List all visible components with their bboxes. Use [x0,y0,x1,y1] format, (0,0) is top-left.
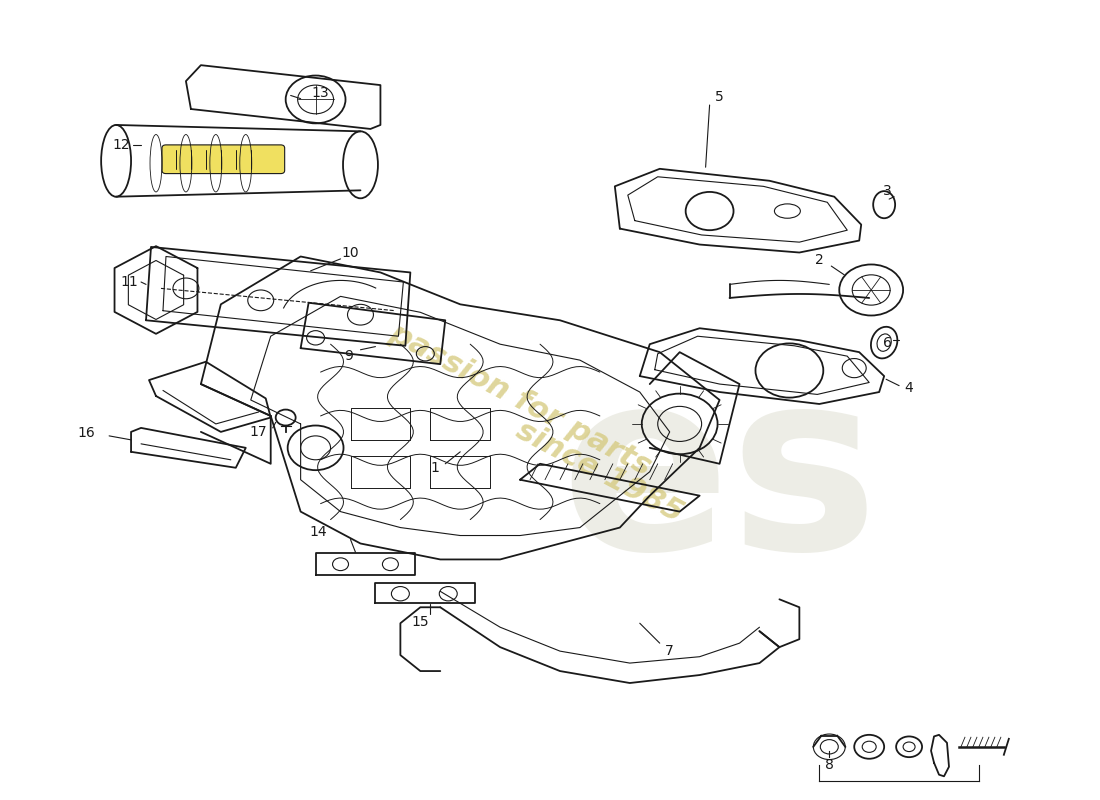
Text: 5: 5 [715,90,724,104]
Text: 3: 3 [883,184,891,198]
Text: es: es [560,358,879,601]
Text: since 1985: since 1985 [512,415,689,528]
Text: 15: 15 [411,614,429,629]
Text: 14: 14 [310,525,328,538]
Text: 9: 9 [344,349,353,363]
Text: 4: 4 [904,381,913,395]
Text: 12: 12 [112,138,130,152]
Text: passion for parts: passion for parts [384,318,656,482]
Text: 7: 7 [666,644,674,658]
Text: 11: 11 [120,275,138,289]
Text: 8: 8 [825,758,834,772]
FancyBboxPatch shape [162,145,285,174]
Text: 1: 1 [431,461,440,474]
Text: 17: 17 [250,425,267,439]
Text: 6: 6 [882,336,892,350]
Text: 10: 10 [342,246,360,259]
Text: 2: 2 [815,254,824,267]
Text: 16: 16 [77,426,95,441]
Text: 13: 13 [311,86,329,100]
